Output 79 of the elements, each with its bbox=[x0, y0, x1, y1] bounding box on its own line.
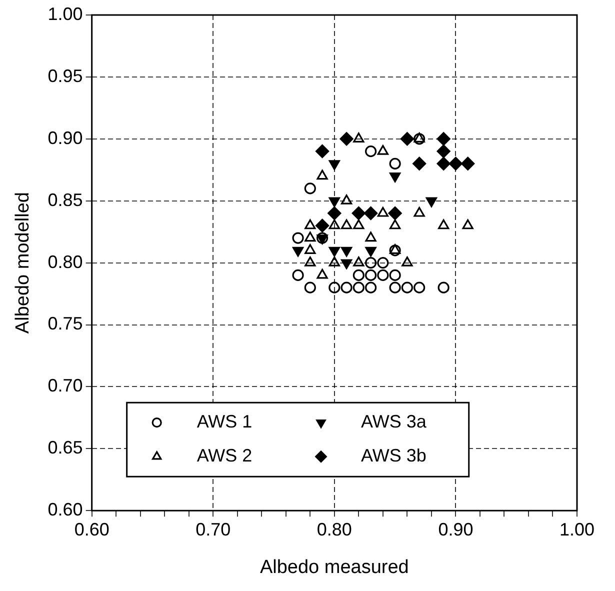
point bbox=[340, 132, 354, 146]
point bbox=[461, 156, 475, 170]
point bbox=[365, 232, 376, 242]
point bbox=[389, 158, 401, 170]
point bbox=[438, 282, 450, 294]
point bbox=[436, 156, 450, 170]
point bbox=[377, 206, 388, 217]
point bbox=[414, 132, 425, 142]
y-tick-label: 0.65 bbox=[48, 438, 83, 458]
point bbox=[390, 244, 401, 254]
x-tick-label: 1.00 bbox=[559, 519, 595, 540]
point bbox=[365, 282, 377, 294]
y-tick-label: 0.60 bbox=[48, 500, 83, 520]
y-tick-label: 0.95 bbox=[48, 66, 83, 86]
point bbox=[304, 244, 316, 254]
y-tick-label: 0.85 bbox=[48, 190, 83, 210]
point bbox=[316, 170, 328, 180]
y-tick-label: 0.70 bbox=[48, 376, 83, 396]
point bbox=[315, 144, 330, 158]
point bbox=[328, 256, 340, 266]
point bbox=[340, 194, 352, 204]
point bbox=[462, 219, 474, 230]
point bbox=[438, 219, 450, 230]
point bbox=[388, 206, 402, 220]
x-axis-title: Albedo measured bbox=[260, 556, 409, 578]
point bbox=[353, 256, 364, 266]
legend-label: AWS 2 bbox=[196, 446, 252, 466]
point bbox=[401, 282, 413, 294]
legend-label: AWS 3a bbox=[361, 412, 428, 432]
point bbox=[389, 269, 401, 281]
point bbox=[377, 257, 389, 269]
legend-label: AWS 1 bbox=[196, 412, 252, 432]
point bbox=[353, 132, 364, 142]
point bbox=[340, 282, 352, 294]
y-tick-label: 0.75 bbox=[48, 314, 83, 334]
x-tick-label: 0.70 bbox=[196, 519, 231, 540]
point bbox=[304, 282, 316, 294]
y-axis-title: Albedo modelled bbox=[12, 192, 34, 334]
point bbox=[390, 219, 401, 230]
point bbox=[402, 256, 413, 266]
point bbox=[328, 282, 340, 294]
legend-label: AWS 3b bbox=[361, 446, 426, 466]
point bbox=[365, 269, 377, 281]
point bbox=[412, 156, 426, 170]
point bbox=[414, 206, 425, 217]
point bbox=[304, 219, 316, 230]
point bbox=[414, 282, 426, 294]
point bbox=[304, 182, 316, 194]
point bbox=[304, 232, 316, 242]
point bbox=[448, 156, 463, 170]
point bbox=[389, 244, 401, 256]
point bbox=[292, 232, 304, 244]
point bbox=[315, 218, 330, 232]
x-tick-label: 0.80 bbox=[316, 519, 352, 540]
point bbox=[340, 219, 352, 230]
point bbox=[400, 132, 414, 146]
x-tick-label: 0.60 bbox=[74, 519, 110, 540]
point bbox=[353, 219, 364, 230]
point bbox=[436, 144, 450, 158]
point bbox=[364, 206, 378, 220]
point bbox=[328, 206, 342, 220]
point bbox=[328, 219, 340, 230]
y-tick-label: 0.80 bbox=[48, 252, 83, 272]
point bbox=[292, 269, 304, 281]
point bbox=[414, 133, 426, 145]
point bbox=[436, 132, 450, 146]
y-tick-label: 0.90 bbox=[48, 128, 83, 148]
point bbox=[389, 282, 401, 294]
x-tick-label: 0.90 bbox=[438, 519, 474, 540]
point bbox=[352, 206, 366, 220]
point bbox=[352, 282, 364, 294]
point bbox=[352, 269, 364, 281]
point bbox=[304, 256, 316, 266]
y-tick-label: 1.00 bbox=[48, 4, 83, 24]
point bbox=[365, 145, 377, 158]
point bbox=[365, 257, 377, 269]
point bbox=[377, 269, 389, 281]
point bbox=[377, 144, 388, 155]
point bbox=[316, 268, 328, 279]
